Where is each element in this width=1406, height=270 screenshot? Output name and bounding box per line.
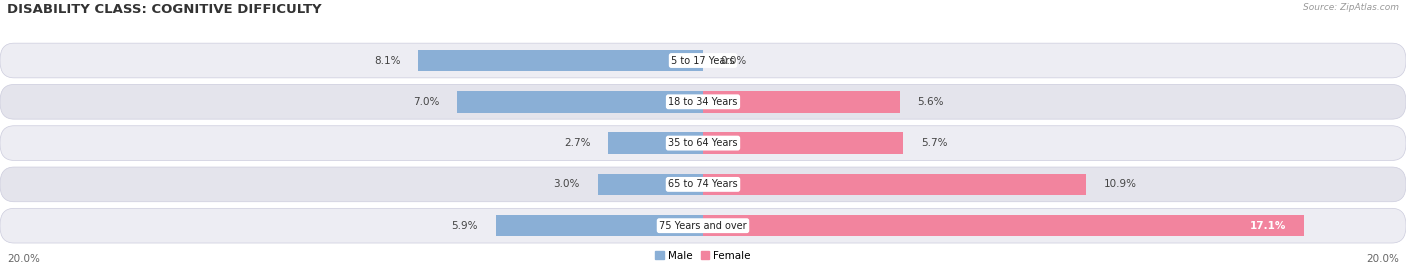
Text: 20.0%: 20.0% — [7, 254, 39, 264]
Text: 8.1%: 8.1% — [374, 56, 401, 66]
Text: 5.7%: 5.7% — [921, 138, 948, 148]
FancyBboxPatch shape — [0, 126, 1406, 160]
Bar — [703, 91, 900, 113]
Bar — [457, 91, 703, 113]
Bar — [496, 215, 703, 237]
Text: 7.0%: 7.0% — [413, 97, 439, 107]
Text: 20.0%: 20.0% — [1367, 254, 1399, 264]
Text: 0.0%: 0.0% — [721, 56, 747, 66]
Text: 35 to 64 Years: 35 to 64 Years — [668, 138, 738, 148]
Bar — [598, 174, 703, 195]
Text: Source: ZipAtlas.com: Source: ZipAtlas.com — [1303, 3, 1399, 12]
Text: DISABILITY CLASS: COGNITIVE DIFFICULTY: DISABILITY CLASS: COGNITIVE DIFFICULTY — [7, 3, 322, 16]
Text: 5.9%: 5.9% — [451, 221, 478, 231]
Bar — [419, 50, 703, 71]
Legend: Male, Female: Male, Female — [651, 247, 755, 265]
Text: 75 Years and over: 75 Years and over — [659, 221, 747, 231]
Bar — [609, 132, 703, 154]
FancyBboxPatch shape — [0, 208, 1406, 243]
FancyBboxPatch shape — [0, 85, 1406, 119]
FancyBboxPatch shape — [0, 43, 1406, 78]
Bar — [703, 174, 1087, 195]
Text: 3.0%: 3.0% — [554, 179, 581, 189]
Text: 18 to 34 Years: 18 to 34 Years — [668, 97, 738, 107]
Text: 10.9%: 10.9% — [1104, 179, 1136, 189]
Text: 5 to 17 Years: 5 to 17 Years — [671, 56, 735, 66]
Text: 5.6%: 5.6% — [917, 97, 943, 107]
Bar — [703, 215, 1305, 237]
Text: 2.7%: 2.7% — [564, 138, 591, 148]
Text: 65 to 74 Years: 65 to 74 Years — [668, 179, 738, 189]
FancyBboxPatch shape — [0, 167, 1406, 202]
Bar — [703, 132, 904, 154]
Text: 17.1%: 17.1% — [1250, 221, 1286, 231]
